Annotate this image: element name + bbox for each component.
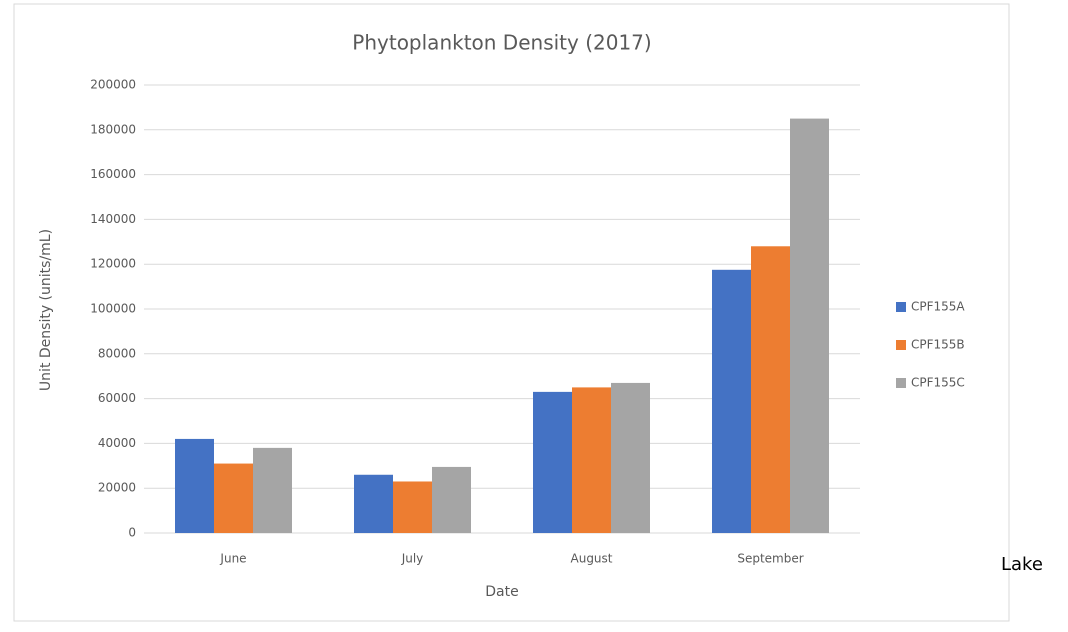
y-axis-label: Unit Density (units/mL) (38, 229, 54, 391)
chart-title: Phytoplankton Density (2017) (352, 31, 651, 55)
bar (790, 118, 829, 533)
y-tick-label: 180000 (90, 122, 136, 136)
legend-swatch (896, 378, 906, 388)
y-tick-label: 160000 (90, 167, 136, 181)
legend-label: CPF155B (911, 338, 965, 352)
bar (751, 246, 790, 533)
bar (432, 466, 471, 533)
y-tick-label: 20000 (98, 481, 136, 495)
bar (533, 391, 572, 533)
x-tick-label: June (219, 552, 246, 566)
bar (712, 269, 751, 533)
legend-label: CPF155C (911, 376, 965, 390)
bar (393, 481, 432, 533)
bar (253, 447, 292, 533)
bar (175, 438, 214, 533)
y-tick-label: 100000 (90, 302, 136, 316)
y-tick-label: 40000 (98, 436, 136, 450)
x-axis-label: Date (485, 584, 518, 600)
bar (572, 387, 611, 533)
bar (611, 382, 650, 533)
x-tick-label: July (401, 552, 424, 566)
bar (214, 463, 253, 533)
y-tick-label: 60000 (98, 391, 136, 405)
legend-swatch (896, 340, 906, 350)
bar (354, 474, 393, 533)
legend-swatch (896, 302, 906, 312)
y-tick-label: 200000 (90, 78, 136, 92)
overlay-text: Lake (1001, 554, 1043, 575)
x-tick-label: August (571, 552, 613, 566)
chart-frame (13, 3, 1010, 622)
y-tick-label: 120000 (90, 257, 136, 271)
legend-label: CPF155A (911, 300, 965, 314)
y-tick-label: 80000 (98, 346, 136, 360)
y-tick-label: 0 (128, 526, 136, 540)
x-tick-label: September (737, 552, 803, 566)
y-tick-label: 140000 (90, 212, 136, 226)
